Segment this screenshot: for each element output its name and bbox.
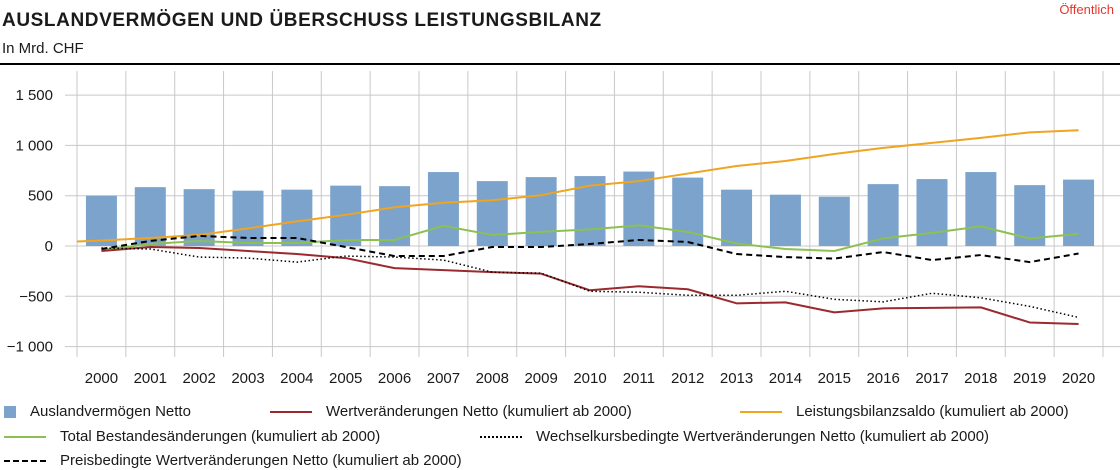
legend-label-wertveraenderungen: Wertveränderungen Netto (kumuliert ab 20… bbox=[326, 403, 632, 420]
x-tick-label: 2019 bbox=[1013, 370, 1046, 387]
legend-swatch-leistungsbilanz bbox=[740, 410, 782, 413]
bar-auslandvermoegen bbox=[134, 187, 166, 246]
y-tick-label: −1 000 bbox=[7, 339, 53, 356]
x-tick-label: 2004 bbox=[280, 370, 313, 387]
x-tick-label: 2009 bbox=[524, 370, 557, 387]
x-tick-label: 2003 bbox=[231, 370, 264, 387]
legend-label-wechselkurs: Wechselkursbedingte Wertveränderungen Ne… bbox=[536, 428, 990, 445]
bar-auslandvermoegen bbox=[1063, 179, 1095, 246]
bar-auslandvermoegen bbox=[818, 196, 850, 246]
bar-auslandvermoegen bbox=[769, 194, 801, 246]
x-tick-label: 2013 bbox=[720, 370, 753, 387]
legend-label-preis: Preisbedingte Wertveränderungen Netto (k… bbox=[60, 452, 462, 469]
bar-auslandvermoegen bbox=[476, 181, 508, 246]
bar-auslandvermoegen bbox=[183, 189, 215, 246]
x-tick-label: 2000 bbox=[85, 370, 118, 387]
bar-auslandvermoegen bbox=[672, 177, 704, 246]
legend-item-leistungsbilanz: Leistungsbilanzsaldo (kumuliert ab 2000) bbox=[740, 403, 1069, 420]
x-tick-label: 2002 bbox=[182, 370, 215, 387]
x-tick-label: 2012 bbox=[671, 370, 704, 387]
legend-swatch-wertveraenderungen bbox=[270, 410, 312, 413]
x-tick-label: 2005 bbox=[329, 370, 362, 387]
bar-auslandvermoegen bbox=[965, 172, 997, 246]
y-tick-label: 1 500 bbox=[15, 87, 53, 104]
line-leistungsbilanzsaldo bbox=[76, 129, 1079, 243]
chart-subtitle: In Mrd. CHF bbox=[2, 40, 84, 57]
classification-label: Öffentlich bbox=[1059, 2, 1114, 17]
legend-item-preis: Preisbedingte Wertveränderungen Netto (k… bbox=[4, 452, 462, 469]
bar-auslandvermoegen bbox=[623, 171, 655, 246]
legend-swatch-wechselkurs bbox=[480, 435, 522, 438]
x-tick-label: 2014 bbox=[769, 370, 802, 387]
x-tick-label: 2018 bbox=[964, 370, 997, 387]
legend-item-bestand: Total Bestandesänderungen (kumuliert ab … bbox=[4, 428, 380, 445]
bar-auslandvermoegen bbox=[427, 172, 459, 246]
legend-swatch-preis bbox=[4, 459, 46, 462]
bar-auslandvermoegen bbox=[916, 179, 948, 246]
x-tick-label: 2017 bbox=[915, 370, 948, 387]
y-tick-label: 0 bbox=[45, 238, 53, 255]
bar-auslandvermoegen bbox=[525, 177, 557, 246]
chart-title: AUSLANDVERMÖGEN UND ÜBERSCHUSS LEISTUNGS… bbox=[2, 10, 602, 31]
chart-plot: 1 500 1 000 500 0 −500 −1 000 2000 2001 2002 2003… bbox=[7, 71, 1120, 387]
x-tick-label: 2006 bbox=[378, 370, 411, 387]
bar-auslandvermoegen bbox=[721, 189, 753, 246]
legend-swatch-bestand bbox=[4, 435, 46, 438]
bar-auslandvermoegen bbox=[867, 184, 899, 246]
x-tick-label: 2020 bbox=[1062, 370, 1095, 387]
title-divider bbox=[0, 63, 1120, 65]
legend-item-wechselkurs: Wechselkursbedingte Wertveränderungen Ne… bbox=[480, 428, 989, 445]
legend-label-bestand: Total Bestandesänderungen (kumuliert ab … bbox=[60, 428, 381, 445]
y-tick-label: 500 bbox=[28, 188, 53, 205]
legend-label-bars: Auslandvermögen Netto bbox=[30, 403, 191, 420]
y-tick-label: 1 000 bbox=[15, 137, 53, 154]
legend-swatch-bars bbox=[4, 405, 16, 418]
x-tick-label: 2007 bbox=[427, 370, 460, 387]
x-tick-label: 2008 bbox=[476, 370, 509, 387]
legend-item-wertveraenderungen: Wertveränderungen Netto (kumuliert ab 20… bbox=[270, 403, 632, 420]
bar-auslandvermoegen bbox=[281, 189, 313, 246]
legend-item-bars: Auslandvermögen Netto bbox=[4, 403, 191, 420]
line-total-bestandesaenderungen bbox=[101, 224, 1079, 253]
x-tick-label: 2010 bbox=[573, 370, 606, 387]
bar-auslandvermoegen bbox=[232, 190, 264, 246]
x-tick-label: 2011 bbox=[623, 370, 655, 387]
x-tick-label: 2001 bbox=[134, 370, 167, 387]
legend-label-leistungsbilanz: Leistungsbilanzsaldo (kumuliert ab 2000) bbox=[796, 403, 1069, 420]
line-wertveraenderungen bbox=[101, 246, 1079, 325]
y-tick-label: −500 bbox=[19, 288, 53, 305]
x-tick-label: 2016 bbox=[866, 370, 899, 387]
x-tick-label: 2015 bbox=[818, 370, 851, 387]
line-preisbedingt bbox=[101, 234, 1079, 264]
bar-auslandvermoegen bbox=[85, 195, 117, 246]
